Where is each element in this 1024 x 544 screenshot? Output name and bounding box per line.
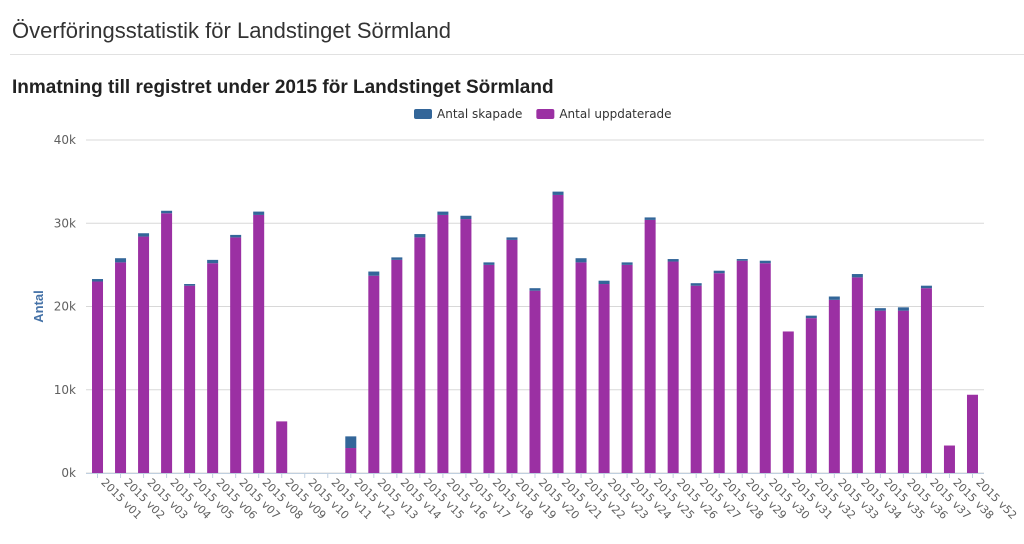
bar-antal-uppdaterade[interactable]: [920, 288, 932, 473]
bar-antal-uppdaterade[interactable]: [115, 262, 127, 473]
bar-antal-skapade[interactable]: [414, 234, 426, 238]
bar-antal-skapade[interactable]: [759, 260, 771, 264]
bar-antal-uppdaterade[interactable]: [529, 290, 541, 473]
bar-antal-uppdaterade[interactable]: [414, 237, 426, 473]
bar-antal-uppdaterade[interactable]: [483, 264, 495, 473]
legend-label: Antal uppdaterade: [559, 107, 671, 121]
bar-antal-uppdaterade[interactable]: [207, 263, 219, 473]
bar-antal-uppdaterade[interactable]: [253, 214, 265, 474]
bar-antal-skapade[interactable]: [161, 210, 173, 214]
bar-antal-uppdaterade[interactable]: [736, 260, 748, 473]
bar-antal-uppdaterade[interactable]: [437, 214, 449, 474]
bar-antal-skapade[interactable]: [115, 258, 127, 263]
divider: [10, 54, 1024, 55]
bar-antal-skapade[interactable]: [552, 191, 564, 195]
bar-antal-uppdaterade[interactable]: [828, 299, 840, 473]
legend-swatch: [414, 109, 432, 119]
y-tick-label: 10k: [54, 383, 76, 397]
legend-item[interactable]: Antal skapade: [414, 107, 522, 121]
bar-antal-uppdaterade[interactable]: [345, 448, 357, 473]
bar-antal-skapade[interactable]: [736, 259, 748, 261]
bar-antal-skapade[interactable]: [230, 234, 242, 238]
bar-antal-skapade[interactable]: [207, 259, 219, 264]
legend-swatch: [536, 109, 555, 119]
y-axis-ticks: 0k 10k 20k 30k 40k: [54, 133, 76, 480]
bar-antal-uppdaterade[interactable]: [782, 331, 794, 473]
bar-antal-skapade[interactable]: [345, 436, 357, 449]
y-tick-label: 20k: [54, 300, 76, 314]
bar-antal-uppdaterade[interactable]: [667, 261, 679, 473]
y-axis-label: Antal: [31, 290, 46, 323]
bar-antal-skapade[interactable]: [391, 257, 403, 260]
bar-antal-uppdaterade[interactable]: [874, 310, 886, 473]
legend-label: Antal skapade: [437, 107, 522, 121]
bar-antal-uppdaterade[interactable]: [230, 237, 242, 473]
bar-antal-skapade[interactable]: [460, 215, 472, 220]
bar-antal-skapade[interactable]: [805, 315, 817, 319]
bar-antal-skapade[interactable]: [506, 237, 518, 240]
y-tick-label: 0k: [61, 466, 76, 480]
bar-antal-skapade[interactable]: [713, 270, 725, 274]
bar-antal-skapade[interactable]: [253, 211, 265, 215]
bar-antal-uppdaterade[interactable]: [92, 281, 104, 473]
bar-antal-skapade[interactable]: [897, 307, 909, 311]
bar-antal-skapade[interactable]: [529, 288, 541, 291]
bar-antal-uppdaterade[interactable]: [644, 219, 656, 473]
bar-antal-skapade[interactable]: [920, 285, 932, 289]
bar-chart: Antal skapade Antal uppdaterade 0k 10k 20k 3…: [31, 107, 1019, 522]
y-tick-label: 40k: [54, 133, 76, 147]
bar-antal-uppdaterade[interactable]: [575, 262, 587, 473]
bar-antal-skapade[interactable]: [368, 271, 380, 276]
bars: [92, 191, 978, 474]
bar-antal-skapade[interactable]: [184, 284, 196, 286]
bar-antal-uppdaterade[interactable]: [759, 263, 771, 473]
bar-antal-skapade[interactable]: [437, 211, 449, 215]
bar-antal-uppdaterade[interactable]: [966, 394, 978, 473]
bar-antal-skapade[interactable]: [828, 296, 840, 300]
bar-antal-uppdaterade[interactable]: [598, 284, 610, 473]
bar-antal-skapade[interactable]: [575, 258, 587, 263]
bar-antal-uppdaterade[interactable]: [552, 194, 564, 473]
bar-antal-skapade[interactable]: [138, 233, 150, 237]
bar-antal-uppdaterade[interactable]: [184, 285, 196, 473]
bar-antal-uppdaterade[interactable]: [897, 310, 909, 473]
chart-title: Inmatning till registret under 2015 för …: [12, 77, 554, 98]
legend: Antal skapade Antal uppdaterade: [414, 107, 672, 121]
legend-item[interactable]: Antal uppdaterade: [536, 107, 672, 121]
bar-antal-uppdaterade[interactable]: [460, 219, 472, 473]
bar-antal-uppdaterade[interactable]: [391, 259, 403, 473]
bar-antal-uppdaterade[interactable]: [851, 277, 863, 473]
bar-antal-skapade[interactable]: [690, 283, 702, 286]
bar-antal-skapade[interactable]: [644, 217, 656, 220]
bar-antal-uppdaterade[interactable]: [713, 273, 725, 473]
bar-antal-uppdaterade[interactable]: [368, 275, 380, 473]
y-tick-label: 30k: [54, 216, 76, 230]
bar-antal-skapade[interactable]: [621, 262, 633, 265]
bar-antal-uppdaterade[interactable]: [621, 264, 633, 473]
bar-antal-uppdaterade[interactable]: [805, 318, 817, 473]
bar-antal-uppdaterade[interactable]: [506, 239, 518, 473]
bar-antal-skapade[interactable]: [92, 279, 104, 282]
bar-antal-skapade[interactable]: [483, 262, 495, 265]
page-title: Överföringsstatistik för Landstinget Sör…: [12, 18, 451, 43]
bar-antal-uppdaterade[interactable]: [943, 445, 955, 473]
bar-antal-uppdaterade[interactable]: [138, 236, 150, 473]
bar-antal-uppdaterade[interactable]: [276, 421, 288, 473]
bar-antal-skapade[interactable]: [598, 280, 610, 285]
bar-antal-uppdaterade[interactable]: [690, 285, 702, 473]
bar-antal-uppdaterade[interactable]: [161, 213, 173, 473]
bar-antal-skapade[interactable]: [851, 274, 863, 278]
bar-antal-skapade[interactable]: [874, 308, 886, 311]
bar-antal-skapade[interactable]: [667, 259, 679, 262]
